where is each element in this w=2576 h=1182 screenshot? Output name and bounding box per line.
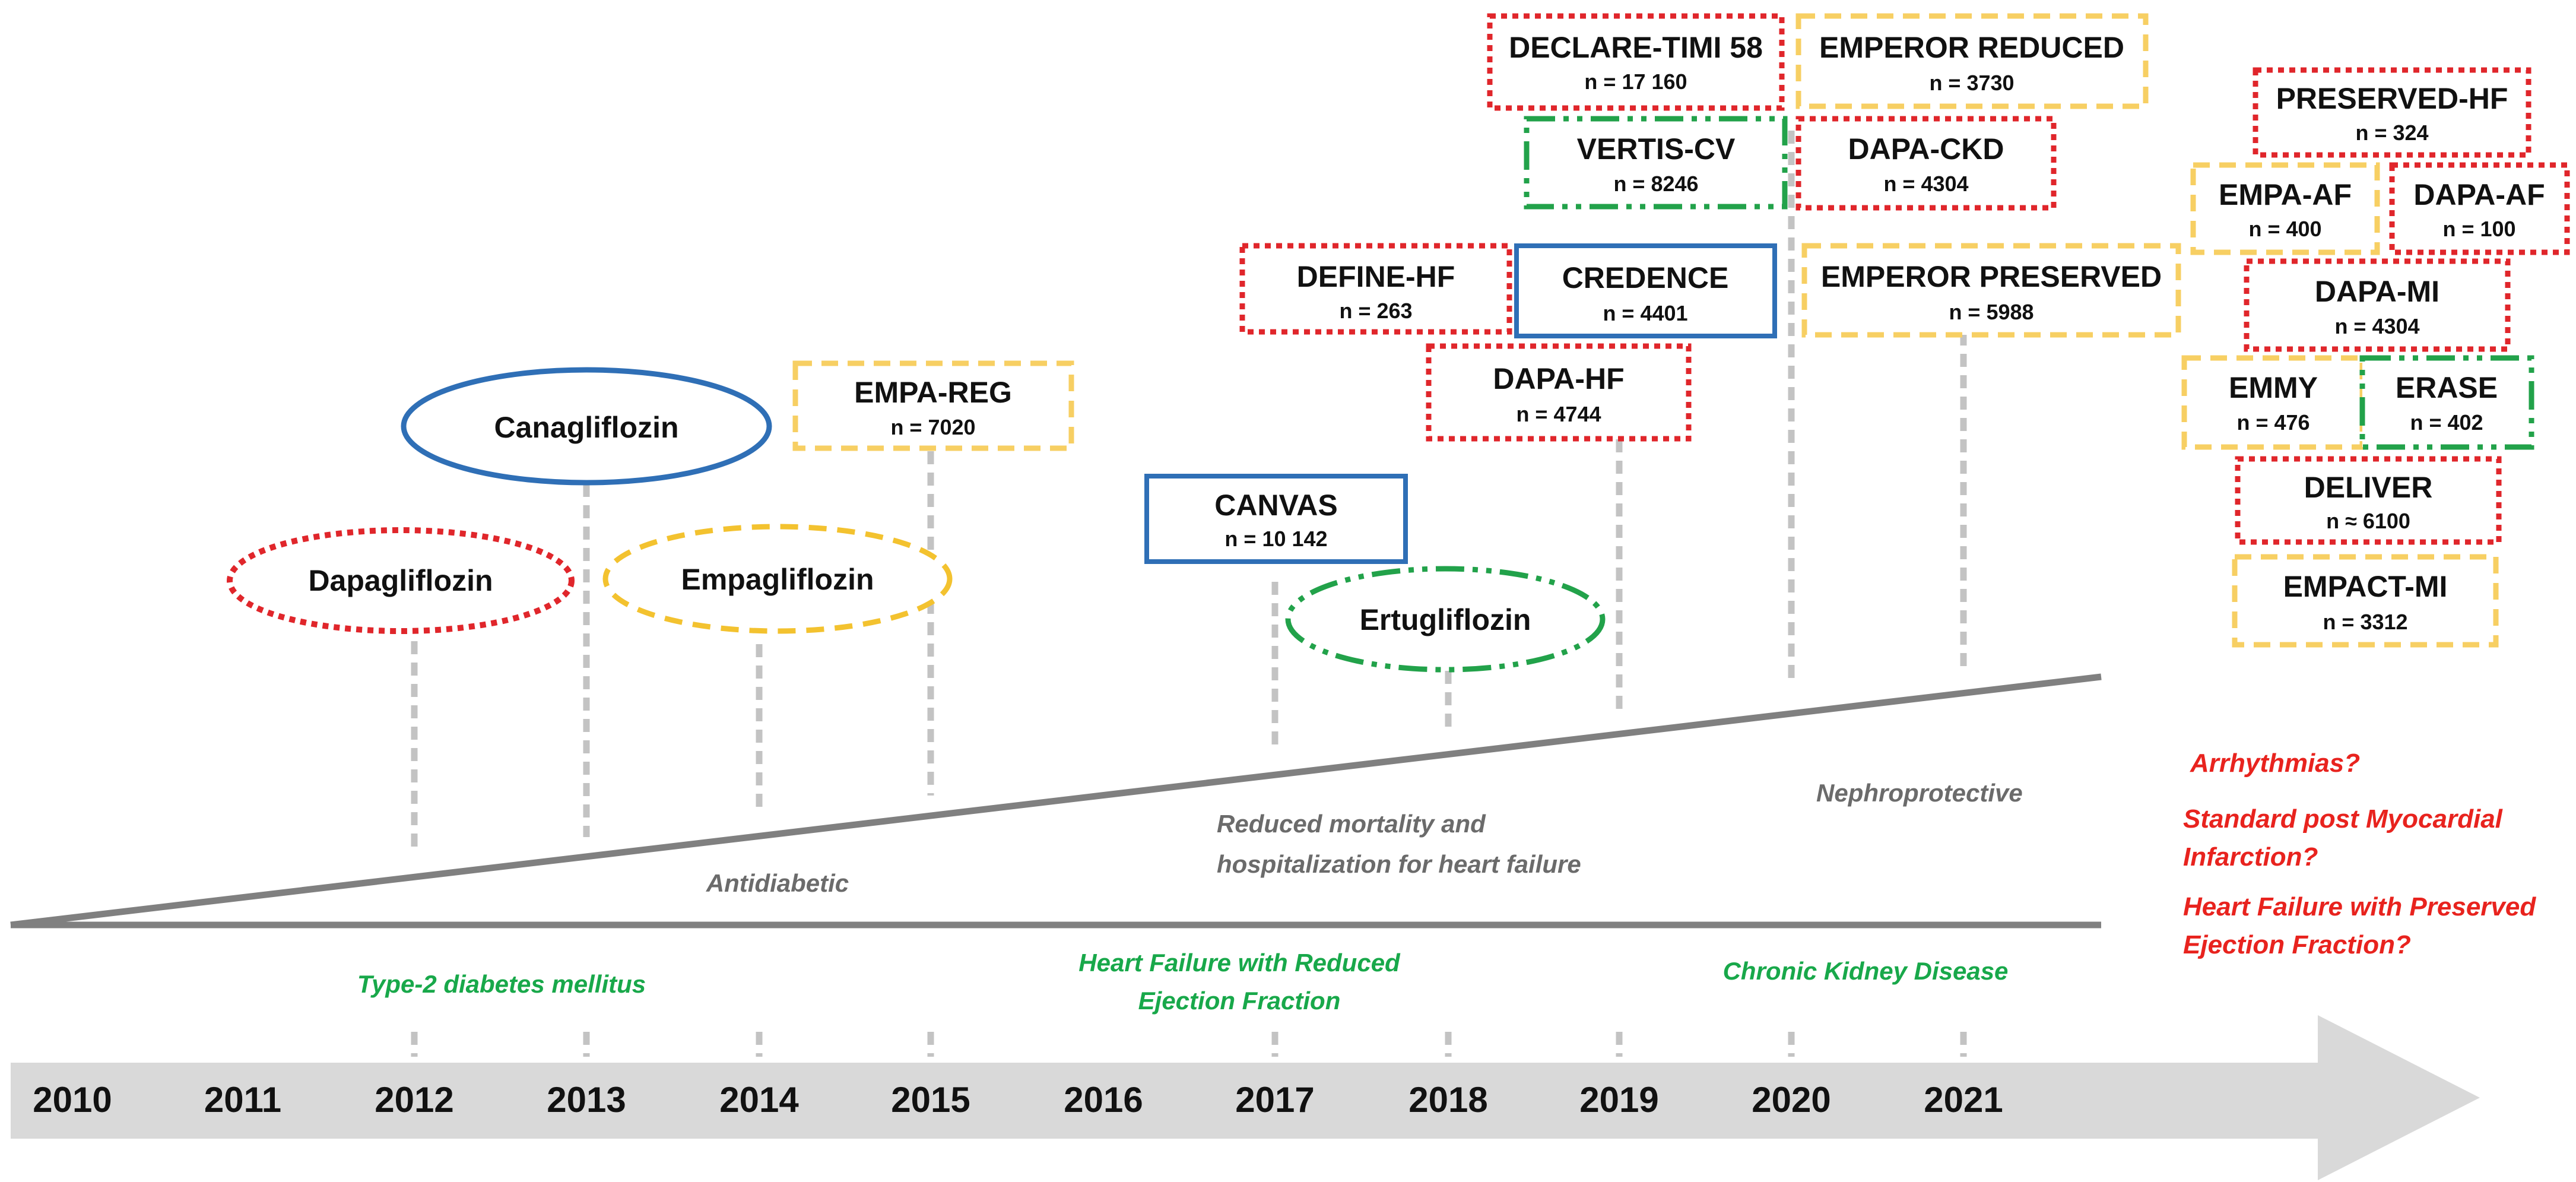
effect-mortality-line2: hospitalization for heart failure <box>1217 850 1581 878</box>
event-connectors <box>411 131 1967 855</box>
trial-deliver-n: n ≈ 6100 <box>2326 509 2410 533</box>
trial-emperor-preserved-name: EMPEROR PRESERVED <box>1821 260 2162 293</box>
trial-preserved-hf-n: n = 324 <box>2355 121 2428 145</box>
question-post-mi-line1: Standard post Myocardial <box>2183 804 2503 834</box>
year-2010: 2010 <box>33 1080 112 1120</box>
trial-erase-name: ERASE <box>2396 371 2498 404</box>
trial-canvas-name: CANVAS <box>1214 489 1337 522</box>
trial-dapa-hf-n: n = 4744 <box>1516 402 1601 426</box>
drug-ertugliflozin-label: Ertugliflozin <box>1360 603 1531 636</box>
year-labels: 2010 2011 2012 2013 2014 2015 2016 2017 … <box>33 1080 2003 1120</box>
trial-preserved-hf-name: PRESERVED-HF <box>2276 82 2508 115</box>
year-2019: 2019 <box>1579 1080 1658 1120</box>
trial-preserved-hf: PRESERVED-HF n = 324 <box>2253 67 2531 158</box>
trial-emmy: EMMY n = 476 <box>2181 355 2365 450</box>
year-2020: 2020 <box>1752 1080 1831 1120</box>
trial-empa-reg: EMPA-REG n = 7020 <box>792 360 1074 451</box>
trial-declare-name: DECLARE-TIMI 58 <box>1509 31 1763 64</box>
trial-dapa-ckd: DAPA-CKD n = 4304 <box>1795 116 2057 211</box>
trial-dapa-hf-name: DAPA-HF <box>1493 362 1624 395</box>
trial-dapa-af-n: n = 100 <box>2442 217 2515 241</box>
trial-canvas: CANVAS n = 10 142 <box>1144 474 1408 564</box>
trial-emperor-preserved-n: n = 5988 <box>1949 300 2033 324</box>
year-2011: 2011 <box>204 1080 281 1120</box>
timeline-arrow <box>11 1015 2480 1180</box>
trial-dapa-mi: DAPA-MI n = 4304 <box>2244 258 2511 352</box>
effect-wedge <box>10 673 2102 929</box>
trial-emperor-reduced-name: EMPEROR REDUCED <box>1819 31 2124 64</box>
trial-dapa-mi-name: DAPA-MI <box>2315 275 2439 308</box>
trial-canvas-n: n = 10 142 <box>1224 527 1327 551</box>
drug-empagliflozin: Empagliflozin <box>602 524 953 634</box>
indication-hfref-line2: Ejection Fraction <box>1138 987 1341 1015</box>
effect-antidiabetic: Antidiabetic <box>706 869 849 897</box>
year-2018: 2018 <box>1408 1080 1487 1120</box>
trial-define-hf: DEFINE-HF n = 263 <box>1239 243 1512 335</box>
question-hfpef-line1: Heart Failure with Preserved <box>2183 892 2536 921</box>
question-arrhythmias: Arrhythmias? <box>2190 749 2360 778</box>
year-2016: 2016 <box>1064 1080 1143 1120</box>
year-2012: 2012 <box>375 1080 453 1120</box>
trial-emperor-reduced-n: n = 3730 <box>1929 71 2014 95</box>
trial-empact-mi-name: EMPACT-MI <box>2283 570 2448 603</box>
drug-dapagliflozin-label: Dapagliflozin <box>308 564 493 597</box>
trial-dapa-mi-n: n = 4304 <box>2334 314 2419 338</box>
trial-dapa-ckd-n: n = 4304 <box>1883 172 1968 196</box>
drug-ertugliflozin: Ertugliflozin <box>1285 566 1606 673</box>
trial-dapa-hf: DAPA-HF n = 4744 <box>1426 343 1692 442</box>
trial-dapa-ckd-name: DAPA-CKD <box>1848 132 2004 166</box>
trial-define-hf-n: n = 263 <box>1339 299 1412 323</box>
question-hfpef-line2: Ejection Fraction? <box>2183 930 2411 959</box>
trial-empa-reg-n: n = 7020 <box>890 415 975 439</box>
trial-empact-mi-n: n = 3312 <box>2323 610 2407 634</box>
trial-deliver-name: DELIVER <box>2304 471 2433 504</box>
trial-vertis-cv: VERTIS-CV n = 8246 <box>1524 116 1788 210</box>
effect-mortality-line1: Reduced mortality and <box>1217 810 1486 838</box>
drug-dapagliflozin: Dapagliflozin <box>227 527 575 634</box>
trial-empact-mi: EMPACT-MI n = 3312 <box>2232 554 2499 648</box>
trial-emmy-name: EMMY <box>2229 371 2318 404</box>
trial-vertis-cv-name: VERTIS-CV <box>1577 132 1736 166</box>
trial-dapa-af-name: DAPA-AF <box>2413 178 2545 211</box>
year-2015: 2015 <box>891 1080 970 1120</box>
trial-credence-name: CREDENCE <box>1562 261 1729 294</box>
trial-empa-af: EMPA-AF n = 400 <box>2190 162 2380 255</box>
year-2017: 2017 <box>1235 1080 1314 1120</box>
trial-credence-n: n = 4401 <box>1603 301 1687 325</box>
year-2021: 2021 <box>1924 1080 2003 1120</box>
year-2014: 2014 <box>719 1080 799 1120</box>
indication-hfref-line1: Heart Failure with Reduced <box>1078 949 1401 977</box>
trial-declare-n: n = 17 160 <box>1584 69 1687 94</box>
trial-dapa-af: DAPA-AF n = 100 <box>2389 162 2570 255</box>
year-2013: 2013 <box>547 1080 626 1120</box>
drug-canagliflozin: Canagliflozin <box>401 367 772 486</box>
effect-nephroprotective: Nephroprotective <box>1816 779 2023 807</box>
trial-empa-af-name: EMPA-AF <box>2219 178 2352 211</box>
trial-emmy-n: n = 476 <box>2236 410 2309 435</box>
trial-emperor-preserved: EMPEROR PRESERVED n = 5988 <box>1801 243 2181 338</box>
indication-ckd: Chronic Kidney Disease <box>1723 957 2009 985</box>
drug-empagliflozin-label: Empagliflozin <box>681 563 874 596</box>
trial-empa-reg-name: EMPA-REG <box>854 376 1012 409</box>
trial-emperor-reduced: EMPEROR REDUCED n = 3730 <box>1795 13 2149 109</box>
trial-empa-af-n: n = 400 <box>2248 217 2321 241</box>
year-ticks <box>411 1032 1967 1057</box>
trial-declare-timi-58: DECLARE-TIMI 58 n = 17 160 <box>1487 13 1785 111</box>
indication-t2dm: Type-2 diabetes mellitus <box>357 970 646 998</box>
question-post-mi-line2: Infarction? <box>2183 842 2318 872</box>
trial-vertis-cv-n: n = 8246 <box>1613 172 1698 196</box>
trial-erase-n: n = 402 <box>2410 410 2483 435</box>
trial-deliver: DELIVER n ≈ 6100 <box>2235 456 2502 545</box>
drug-canagliflozin-label: Canagliflozin <box>494 411 678 444</box>
trial-erase: ERASE n = 402 <box>2359 355 2534 450</box>
trial-define-hf-name: DEFINE-HF <box>1297 260 1455 293</box>
trial-credence: CREDENCE n = 4401 <box>1514 243 1777 338</box>
